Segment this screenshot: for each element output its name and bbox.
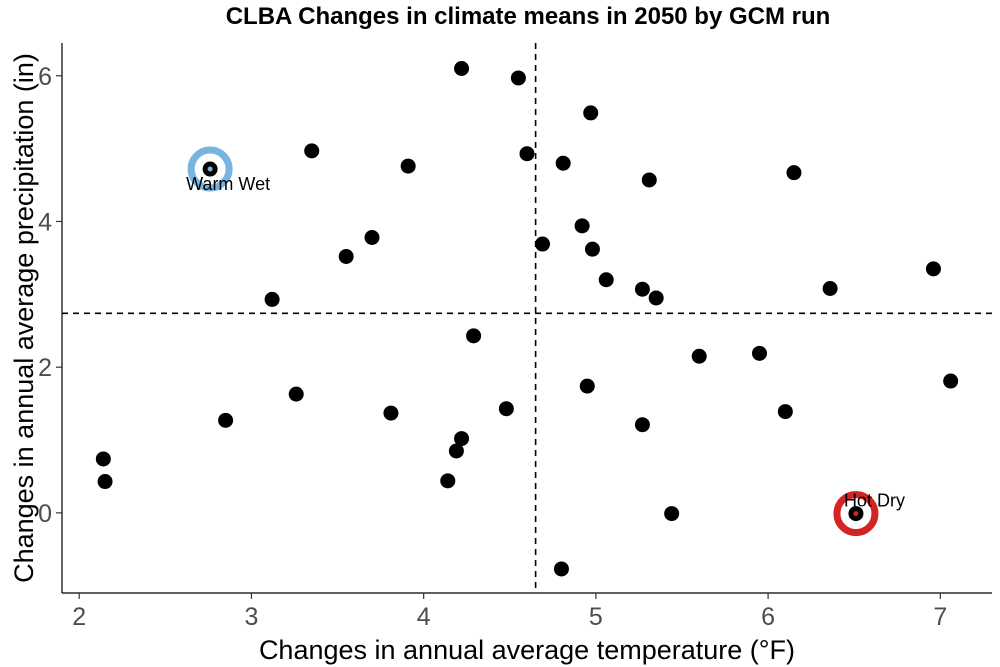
data-point bbox=[264, 291, 280, 307]
highlight-label: Warm Wet bbox=[186, 174, 270, 194]
highlight-center bbox=[207, 166, 213, 172]
data-point bbox=[498, 401, 514, 417]
plot-area: 2 3 4 5 6 7 0 2 4 6 Warm Wet Hot Dry bbox=[38, 43, 992, 631]
data-point bbox=[579, 378, 595, 394]
x-tick-label: 3 bbox=[244, 603, 258, 631]
data-point bbox=[448, 443, 464, 459]
data-point bbox=[641, 172, 657, 188]
data-point bbox=[383, 405, 399, 421]
data-point bbox=[648, 290, 664, 306]
x-tick-label: 7 bbox=[933, 603, 947, 631]
data-point bbox=[535, 236, 550, 252]
data-point bbox=[466, 328, 482, 344]
data-point bbox=[218, 412, 234, 428]
data-point bbox=[574, 218, 590, 234]
y-axis-label: Changes in annual average precipitation … bbox=[9, 53, 39, 583]
data-point bbox=[338, 248, 354, 264]
data-point bbox=[664, 506, 680, 522]
highlight-ring bbox=[833, 491, 879, 537]
highlight-center bbox=[853, 511, 859, 517]
data-point bbox=[400, 158, 416, 174]
data-point bbox=[95, 451, 111, 467]
x-tick-label: 4 bbox=[417, 603, 431, 631]
x-tick-label: 5 bbox=[589, 603, 603, 631]
data-point bbox=[304, 143, 320, 159]
x-tick-label: 6 bbox=[761, 603, 775, 631]
data-point bbox=[97, 474, 113, 490]
data-point bbox=[583, 105, 599, 121]
data-point bbox=[553, 561, 569, 577]
x-axis-label: Changes in annual average temperature (°… bbox=[259, 635, 795, 665]
data-point bbox=[752, 345, 767, 361]
x-tick-label: 2 bbox=[72, 603, 86, 631]
data-point bbox=[634, 417, 650, 433]
chart-title: CLBA Changes in climate means in 2050 by… bbox=[226, 3, 831, 30]
y-tick-label: 0 bbox=[38, 500, 52, 528]
data-point bbox=[691, 348, 707, 364]
y-tick-label: 4 bbox=[38, 208, 52, 236]
data-point bbox=[786, 165, 802, 181]
data-point bbox=[454, 60, 470, 76]
data-point bbox=[822, 280, 838, 296]
data-point bbox=[925, 261, 941, 277]
data-point bbox=[364, 230, 380, 246]
data-point bbox=[510, 70, 526, 86]
y-tick-label: 6 bbox=[38, 63, 52, 91]
data-point bbox=[440, 473, 456, 489]
highlight-label: Hot Dry bbox=[844, 491, 905, 511]
data-point bbox=[634, 281, 650, 297]
data-point bbox=[555, 155, 571, 171]
y-tick-label: 2 bbox=[38, 354, 52, 382]
data-point bbox=[943, 373, 959, 389]
data-point bbox=[584, 241, 600, 257]
data-point bbox=[777, 404, 793, 420]
data-point bbox=[519, 146, 535, 162]
data-point bbox=[454, 431, 470, 447]
data-point bbox=[598, 272, 614, 288]
highlight-ring bbox=[187, 146, 233, 192]
data-point bbox=[288, 386, 304, 402]
